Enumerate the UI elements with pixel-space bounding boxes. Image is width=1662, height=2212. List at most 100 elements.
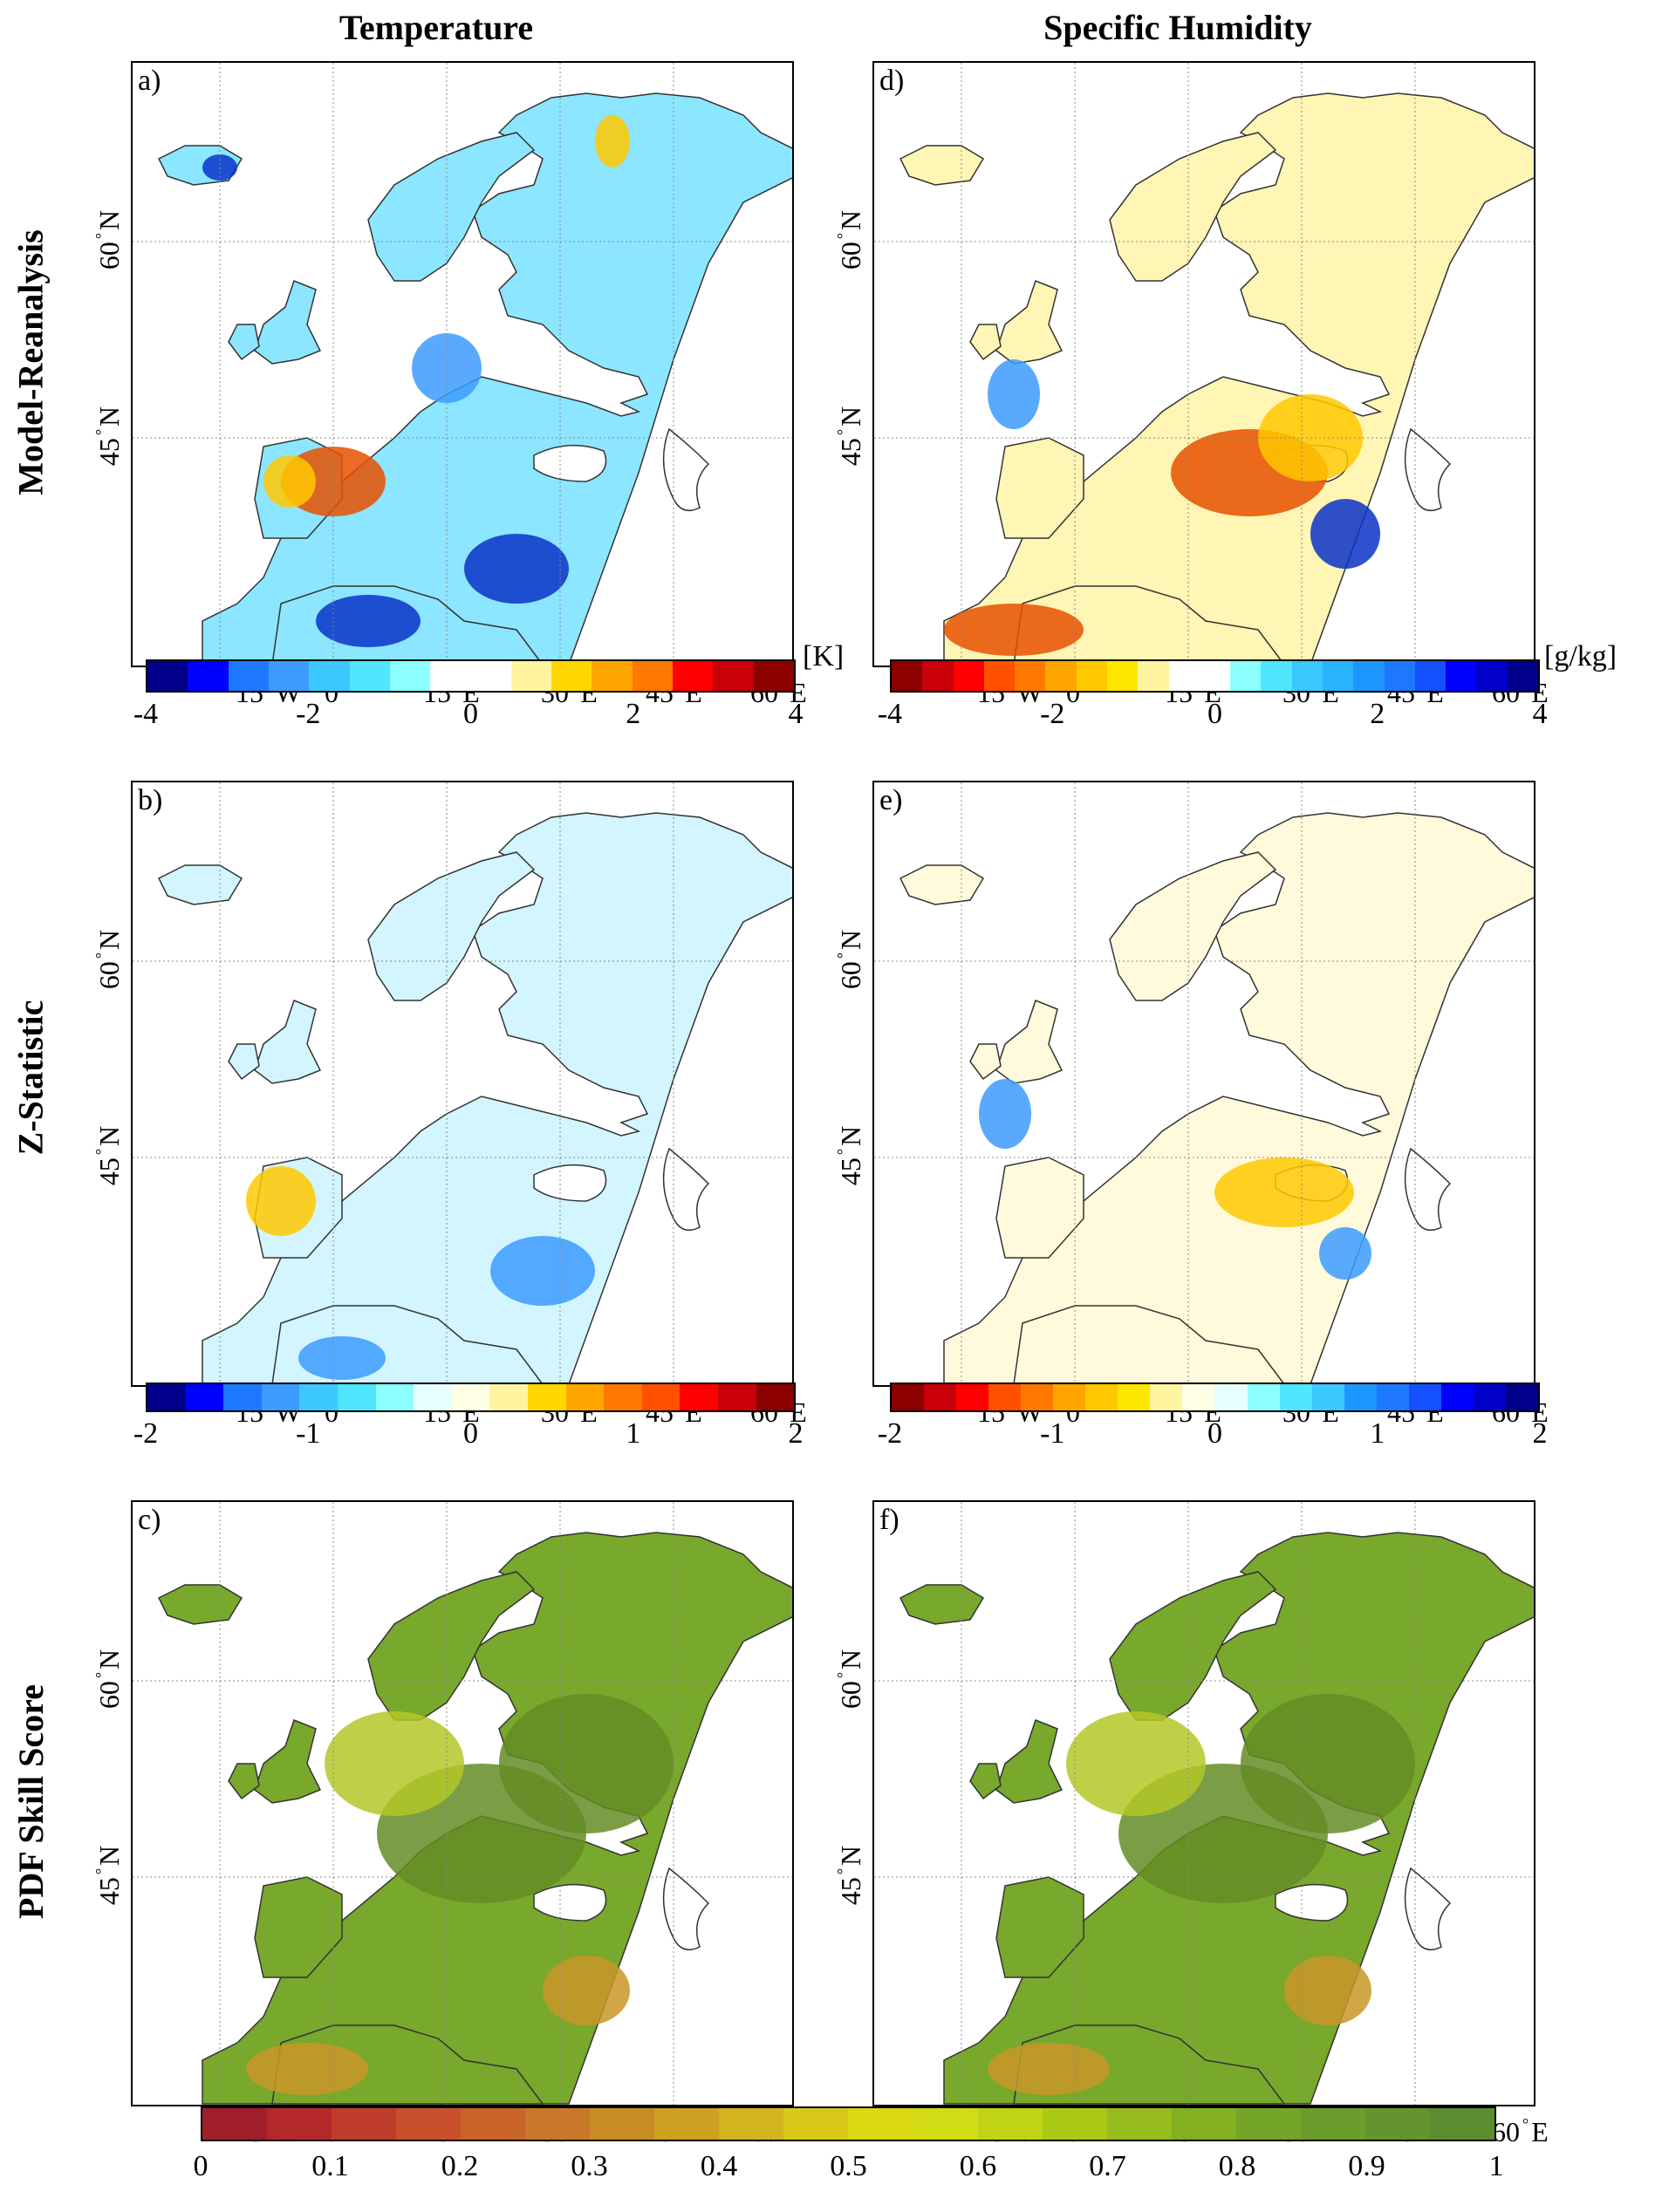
colorbar-swatch (389, 661, 431, 691)
anomaly-region (499, 1694, 674, 1833)
map-panel-temperature-z-statistic: b) (131, 781, 794, 1387)
colorbar-tick-label: 0.3 (571, 2150, 608, 2182)
map-svg-humidity-skill-score (874, 1502, 1534, 2105)
colorbar-tick-label: -1 (1040, 1417, 1065, 1450)
anomaly-region (988, 2043, 1110, 2095)
anomaly-region (1066, 1711, 1206, 1816)
great-britain-landmass (995, 280, 1064, 365)
colorbar-swatch (299, 1384, 338, 1410)
colorbar-swatch (1476, 661, 1508, 691)
colorbar-tick-label: 4 (1532, 698, 1548, 730)
colorbar-swatch (1344, 1384, 1377, 1410)
colorbar-swatch (1042, 2108, 1107, 2140)
latitude-text: 45°N (834, 1845, 866, 1906)
colorbar-swatch (1168, 661, 1200, 691)
colorbar-swatch (1414, 661, 1447, 691)
degree-symbol: ° (834, 428, 852, 436)
colorbar-tick-label: 0.8 (1218, 2150, 1256, 2182)
iceland-landmass (157, 1584, 243, 1625)
colorbar-swatch (1429, 2108, 1494, 2140)
iceland-landmass (899, 864, 985, 905)
colorbar-swatch (1199, 661, 1231, 691)
colorbar-swatch (451, 1384, 490, 1410)
colorbar-swatch (1214, 1384, 1248, 1410)
colorbar-swatch (680, 1384, 718, 1410)
colorbar-swatch (592, 661, 633, 691)
anomaly-region (1214, 1157, 1354, 1227)
caspian-sea (1404, 1867, 1452, 1951)
colorbar-tick-label: 0.1 (311, 2150, 349, 2182)
anomaly-region (543, 1956, 630, 2025)
colorbar-swatch (1118, 1384, 1151, 1410)
colorbar-tick-label: -2 (296, 698, 321, 730)
colorbar-swatch (1150, 1384, 1183, 1410)
anomaly-region (979, 1079, 1031, 1149)
degree-symbol: ° (834, 1148, 852, 1156)
panel-label: f) (879, 1504, 899, 1536)
anomaly-region (1319, 1227, 1371, 1280)
colorbar-swatch (337, 1384, 376, 1410)
colorbar-swatch (641, 1384, 681, 1410)
colorbar-swatch (1440, 1384, 1474, 1410)
colorbar-tick-label: 0.5 (830, 2150, 867, 2182)
colorbar-swatch (1138, 661, 1169, 691)
colorbar-tick-label: -4 (877, 698, 903, 730)
colorbar-swatch (924, 1384, 957, 1410)
colorbar-tick-label: 2 (788, 1417, 804, 1450)
degree-symbol: ° (834, 952, 852, 959)
colorbar-swatch (1384, 661, 1415, 691)
map-panel-temperature-skill-score: c) (131, 1500, 794, 2106)
colorbar-tick-label: 0 (1207, 698, 1222, 730)
colorbar-swatch (717, 1384, 756, 1410)
colorbar-swatch (188, 661, 229, 691)
colorbar-swatch (489, 1384, 528, 1410)
panel-label: a) (138, 65, 161, 97)
colorbar-swatch (527, 1384, 566, 1410)
ireland-landmass (228, 1763, 260, 1800)
latitude-text: 60°N (834, 209, 866, 270)
colorbar-tick-label: 0 (193, 2150, 209, 2182)
colorbar-tick-label: -2 (133, 1417, 159, 1450)
scandinavia-landmass (367, 1571, 536, 1721)
latitude-text: 45°N (92, 1125, 125, 1186)
map-svg-temperature-model-reanalysis (133, 63, 792, 666)
colorbar-swatch (1507, 661, 1538, 691)
great-britain-landmass (254, 1000, 322, 1084)
colorbar-swatch (551, 661, 592, 691)
colorbar-swatch (268, 661, 310, 691)
ireland-landmass (969, 324, 1002, 361)
iceland-landmass (157, 864, 243, 905)
latitude-label: 45°N (833, 1823, 868, 1928)
colorbar-swatch (461, 2108, 526, 2140)
colorbar-tick-label: 0.4 (700, 2150, 738, 2182)
colorbar-swatch (261, 1384, 300, 1410)
latitude-label: 60°N (833, 907, 868, 1012)
latitude-text: 45°N (92, 1845, 125, 1906)
colorbar-tick-label: 2 (1370, 698, 1385, 730)
latitude-label: 60°N (833, 188, 868, 292)
iberia-landmass (995, 437, 1084, 539)
iceland-landmass (899, 1584, 985, 1625)
latitude-label: 45°N (92, 384, 127, 488)
colorbar-swatch (1171, 2108, 1236, 2140)
anomaly-region (490, 1236, 595, 1306)
colorbar-swatch (223, 1384, 262, 1410)
degree-symbol: ° (92, 1148, 110, 1156)
latitude-text: 60°N (834, 929, 866, 990)
colorbar-temp_z (146, 1382, 796, 1412)
colorbar-swatch (202, 2108, 268, 2140)
colorbar-swatch (1279, 1384, 1312, 1410)
ireland-landmass (228, 1043, 260, 1081)
colorbar-swatch (1364, 2108, 1430, 2140)
colorbar-swatch (1085, 1384, 1118, 1410)
great-britain-landmass (254, 280, 322, 365)
colorbar-swatch (1322, 661, 1354, 691)
iberia-landmass (995, 1876, 1084, 1978)
caspian-sea (662, 427, 710, 512)
colorbar-tick-label: -4 (133, 698, 159, 730)
colorbar-swatch (565, 1384, 605, 1410)
latitude-text: 45°N (834, 406, 866, 467)
degree-symbol: ° (92, 232, 110, 240)
colorbar-tick-label: 0.9 (1348, 2150, 1385, 2182)
colorbar-swatch (267, 2108, 332, 2140)
